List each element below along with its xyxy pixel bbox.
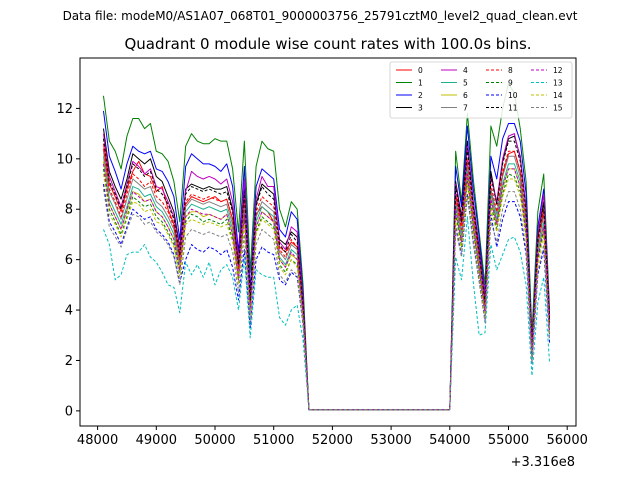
y-tick-label: 12 <box>56 102 73 117</box>
y-tick-label: 0 <box>65 404 73 419</box>
x-tick-label: 54000 <box>429 433 470 448</box>
series-line-15 <box>102 188 551 411</box>
legend-label-0: 0 <box>418 66 423 75</box>
legend-frame <box>389 61 573 119</box>
y-tick-label: 10 <box>56 152 73 167</box>
legend-label-5: 5 <box>463 78 468 87</box>
plot-lines <box>102 82 551 411</box>
x-tick-label: 53000 <box>370 433 411 448</box>
y-tick-label: 6 <box>65 253 73 268</box>
legend-label-2: 2 <box>418 91 423 100</box>
legend-label-4: 4 <box>463 66 468 75</box>
chart-title: Quadrant 0 module wise count rates with … <box>124 35 531 53</box>
legend-label-11: 11 <box>508 103 518 112</box>
x-tick-label: 51000 <box>253 433 294 448</box>
x-offset-label: +3.316e8 <box>511 455 575 470</box>
y-tick-label: 8 <box>65 203 73 218</box>
legend-label-8: 8 <box>508 66 513 75</box>
figure-suptitle: Data file: modeM0/AS1A07_068T01_90000037… <box>63 9 578 23</box>
legend-label-12: 12 <box>553 66 563 75</box>
x-tick-label: 48000 <box>77 433 118 448</box>
y-tick-label: 4 <box>65 304 73 319</box>
axes-frame <box>79 57 577 427</box>
x-tick-label: 55000 <box>488 433 529 448</box>
legend-label-9: 9 <box>508 78 513 87</box>
legend-label-7: 7 <box>463 103 468 112</box>
legend-label-10: 10 <box>508 91 518 100</box>
x-tick-label: 50000 <box>194 433 235 448</box>
x-tick-label: 52000 <box>312 433 353 448</box>
y-axis: 0 2 4 6 8 10 12 <box>56 102 80 419</box>
legend-label-1: 1 <box>418 78 423 87</box>
y-tick-label: 2 <box>65 354 73 369</box>
series-line-9 <box>102 168 551 411</box>
legend-label-6: 6 <box>463 91 468 100</box>
x-tick-label: 49000 <box>136 433 177 448</box>
legend-label-15: 15 <box>553 103 563 112</box>
legend-label-3: 3 <box>418 103 423 112</box>
legend-label-13: 13 <box>553 78 563 87</box>
x-axis: 48000 49000 50000 51000 52000 53000 54000 55000… <box>77 426 588 448</box>
legend-label-14: 14 <box>553 91 563 100</box>
x-tick-label: 56000 <box>547 433 588 448</box>
